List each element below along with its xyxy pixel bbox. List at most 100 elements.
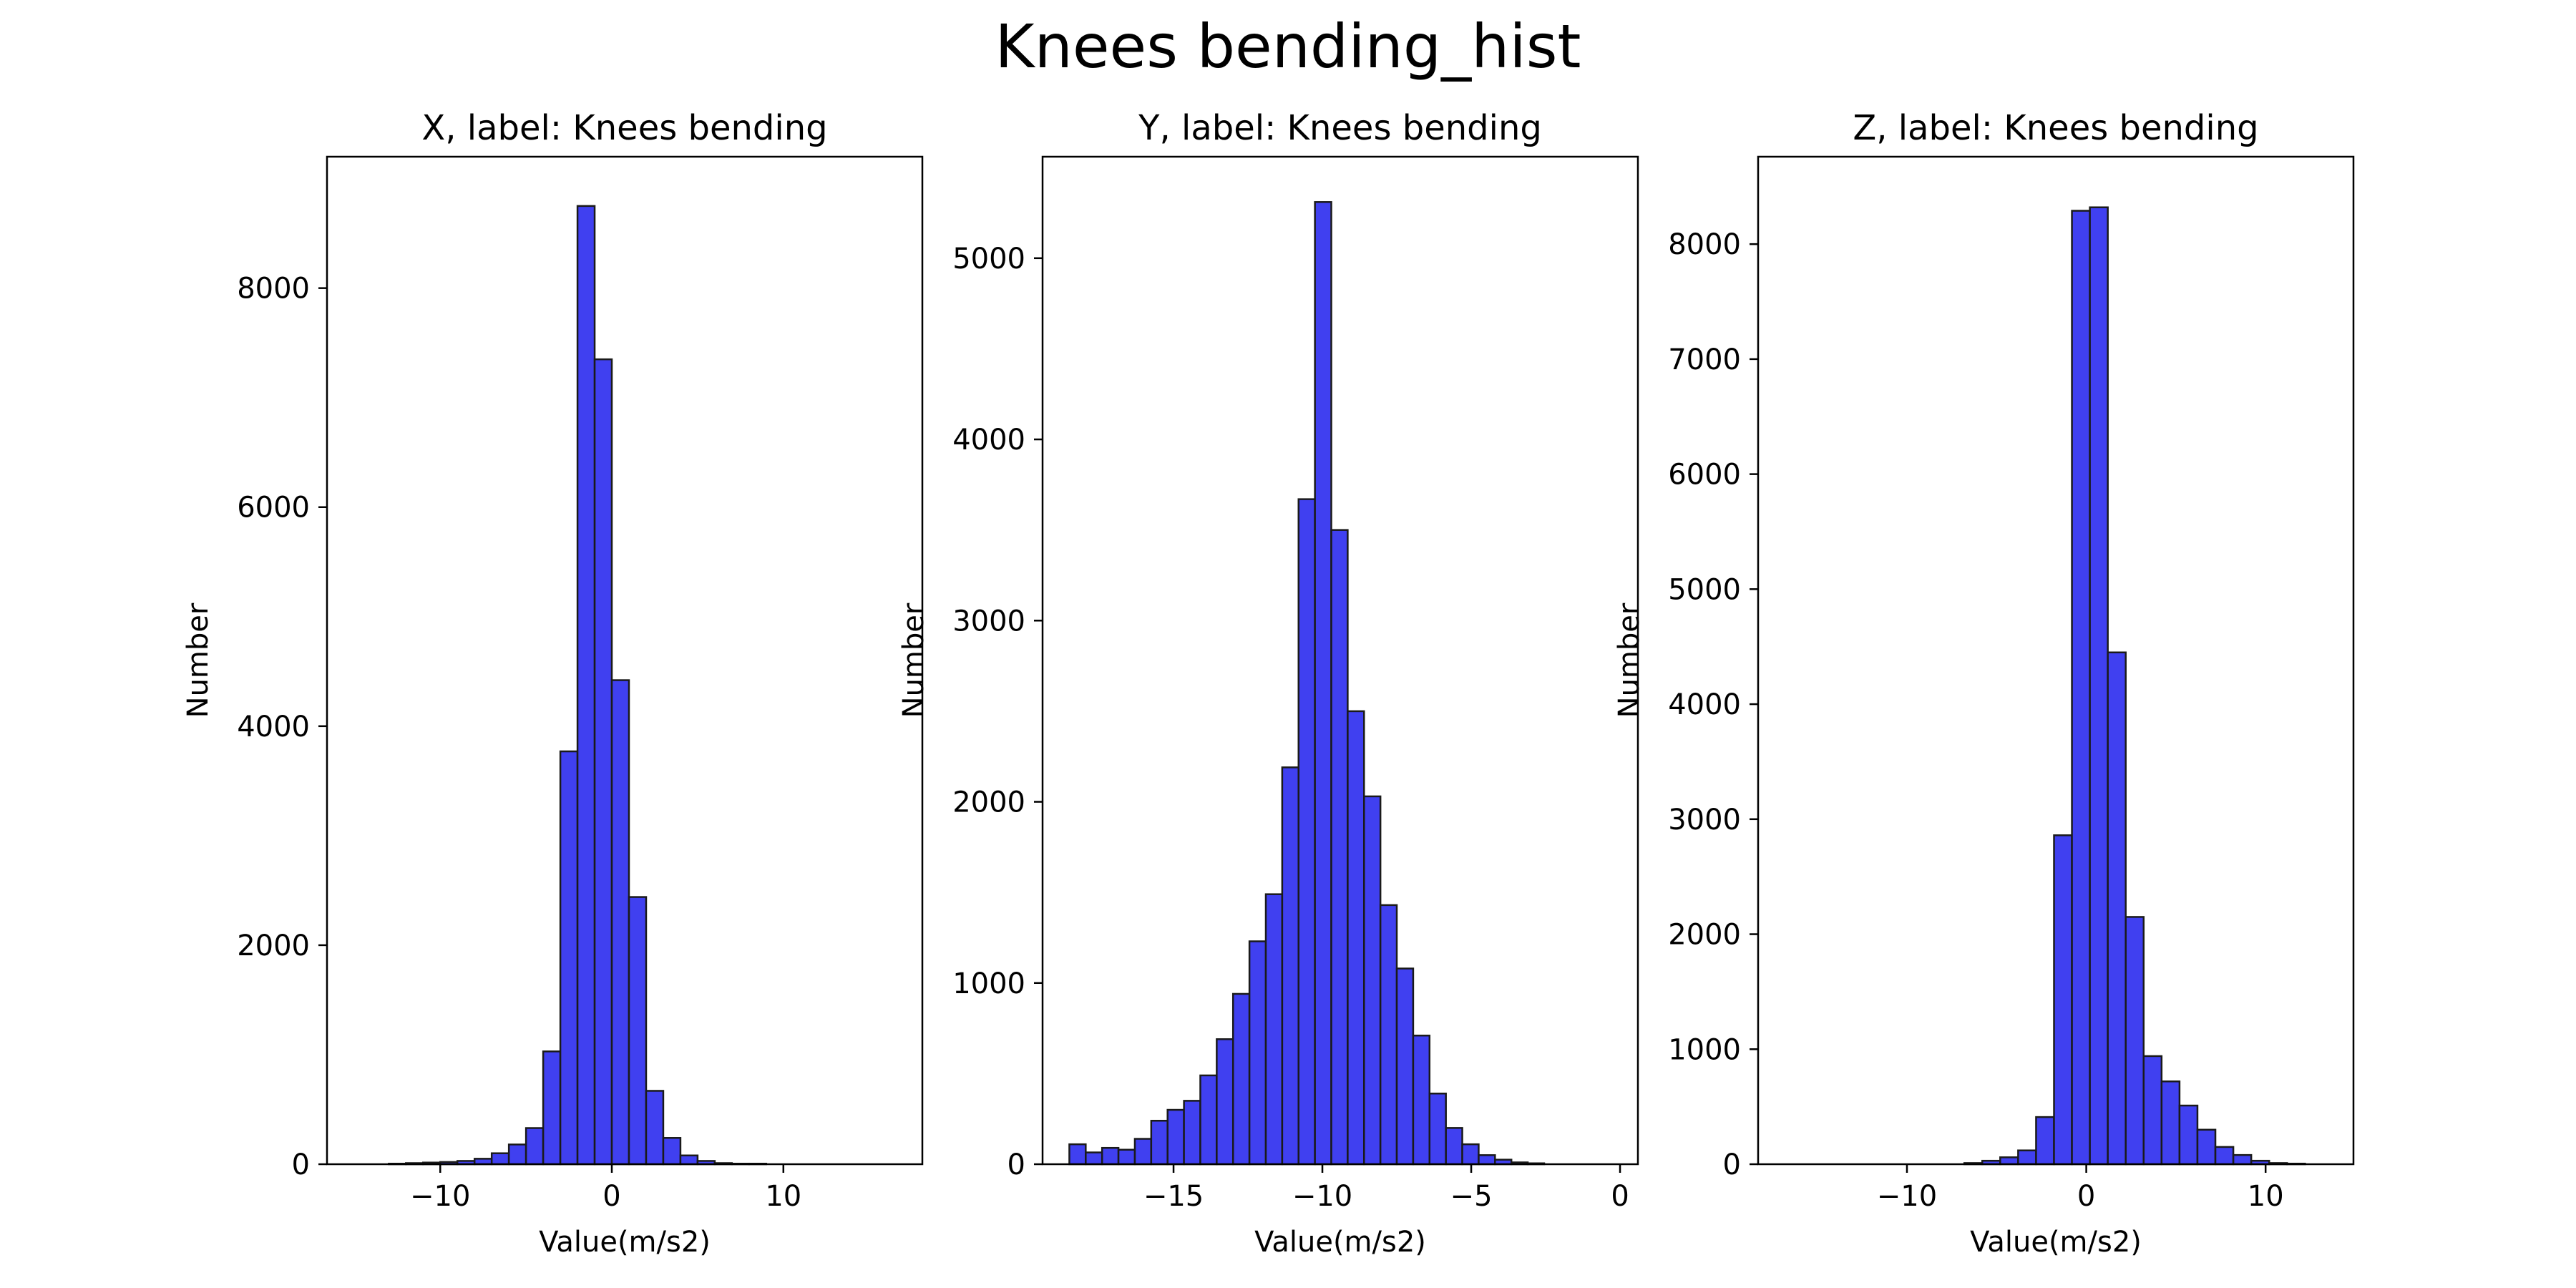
x-axis-label: Value(m/s2) [1970,1226,2142,1259]
y-axis-label: Number [1613,602,1646,718]
histogram-bar [1999,1156,2019,1166]
x-tick-label: 10 [2248,1180,2284,1213]
histogram-bar [2124,916,2145,1166]
histogram-bar [1183,1100,1201,1166]
y-tick-label: 0 [1723,1148,1741,1181]
y-tick-label: 3000 [1668,804,1741,836]
y-tick-label: 0 [1008,1148,1025,1181]
histogram-bar [2071,210,2091,1166]
y-tick-label: 2000 [237,930,310,962]
histogram-bar [2160,1080,2181,1166]
y-tick-label: 4000 [237,711,310,743]
y-tick-label: 2000 [1668,919,1741,952]
y-tick-label: 0 [292,1148,310,1181]
histogram-bar [2035,1116,2055,1166]
histogram-bar [1216,1038,1234,1166]
histogram-bar [1085,1151,1103,1166]
histogram-bar [2017,1149,2037,1166]
y-tick-label: 4000 [1668,688,1741,721]
panel-title: Y, label: Knees bending [1138,108,1542,148]
histogram-bar [542,1050,562,1166]
x-tick-label: −5 [1450,1180,1493,1213]
histogram-bar [1297,498,1316,1166]
histogram-bar [1133,1138,1153,1166]
histogram-bar [1330,529,1349,1166]
y-axis-label: Number [897,602,930,718]
histogram-bar [1264,893,1284,1166]
histogram-bar [576,205,596,1166]
histogram-bar [679,1154,699,1166]
histogram-bar [1347,710,1365,1166]
x-axis-label: Value(m/s2) [539,1226,711,1259]
histogram-bar [1101,1146,1120,1166]
histogram-bar [1199,1074,1218,1166]
panel-title: X, label: Knees bending [421,108,827,148]
x-tick-label: −10 [1292,1180,1352,1213]
y-tick-label: 5000 [952,243,1025,275]
x-tick-label: 0 [1611,1180,1629,1213]
y-tick-label: 3000 [952,605,1025,638]
panels-container: −10 0 10 0 2000 4000 6000 8000 X, label: Knees b… [182,108,2355,1259]
histogram-bar [2196,1128,2217,1166]
x-tick-label: 10 [765,1180,801,1213]
histogram-bar [1248,940,1267,1166]
x-tick-label: 0 [2077,1180,2095,1213]
histogram-bar [1363,795,1382,1166]
histogram-bar [2178,1104,2199,1166]
plot-frame [1041,155,1639,1166]
histogram-bar [645,1090,665,1166]
histogram-bar [1428,1092,1447,1166]
histogram-bar [1395,967,1415,1166]
histogram-bar [628,896,648,1166]
histogram-bar [1117,1148,1136,1166]
panel-y-axis: −15 −10 −5 0 0 1000 2000 3000 4000 5000 Y, label: … [897,108,1639,1259]
histogram-bar [559,750,579,1166]
histogram-bar [1461,1143,1480,1166]
histogram-bar [507,1143,527,1166]
histogram-bar [610,679,630,1166]
histogram-bar [1166,1108,1185,1166]
plot-frame [326,155,924,1166]
histogram-bar [1281,766,1300,1166]
histogram-bar [490,1152,510,1166]
histogram-bar [2053,834,2073,1166]
y-axis-label: Number [182,602,215,718]
histogram-bar [1314,201,1332,1166]
x-tick-label: −15 [1143,1180,1204,1213]
histogram-bar [1412,1034,1431,1166]
panel-x-axis: −10 0 10 0 2000 4000 6000 8000 X, label: Knees b… [182,108,924,1259]
y-tick-label: 2000 [952,786,1025,819]
histogram-bar [1379,904,1398,1166]
histogram-bar [1068,1143,1087,1166]
histogram-bar [2142,1055,2163,1166]
y-tick-label: 4000 [952,424,1025,457]
y-tick-label: 5000 [1668,573,1741,606]
x-axis-label: Value(m/s2) [1254,1226,1426,1259]
histogram-bar [2089,206,2109,1166]
y-tick-label: 6000 [237,492,310,525]
histogram-bar [1445,1127,1463,1166]
x-tick-label: −10 [1877,1180,1937,1213]
figure-title: Knees bending_hist [995,11,1581,82]
histogram-bar [525,1127,545,1166]
y-tick-label: 8000 [1668,228,1741,261]
histogram-bar [2232,1153,2253,1166]
histogram-bar [1150,1119,1169,1166]
histogram-bar [1231,992,1251,1166]
y-tick-label: 1000 [1668,1033,1741,1066]
panel-title: Z, label: Knees bending [1853,108,2258,148]
y-tick-label: 7000 [1668,343,1741,376]
histogram-bar [1478,1154,1496,1166]
y-tick-label: 6000 [1668,459,1741,492]
histogram-bar [2214,1146,2235,1166]
plot-frame [1757,155,2355,1166]
x-tick-label: 0 [602,1180,620,1213]
y-tick-label: 8000 [237,273,310,306]
histogram-bar [2107,651,2127,1166]
histogram-bar [662,1137,682,1166]
y-tick-label: 1000 [952,967,1025,1000]
panel-z-axis: −10 0 10 0 1000 2000 3000 4000 5000 6000 7000 8000 Z… [1613,108,2355,1259]
histogram-bar [593,358,613,1166]
x-tick-label: −10 [410,1180,470,1213]
